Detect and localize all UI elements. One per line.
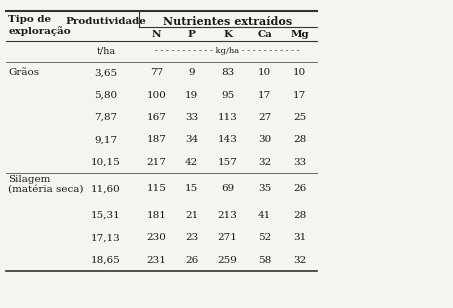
Text: 213: 213 [218,211,237,220]
Text: 69: 69 [221,184,234,193]
Text: 30: 30 [258,135,271,144]
Text: 9,17: 9,17 [95,135,118,144]
Text: Grãos: Grãos [8,68,39,78]
Text: 100: 100 [147,91,167,100]
Text: 217: 217 [147,158,167,167]
Text: 7,87: 7,87 [95,113,118,122]
Text: 230: 230 [147,233,167,242]
Text: 19: 19 [185,91,198,100]
Text: 9: 9 [188,68,195,78]
Text: 17: 17 [293,91,306,100]
Text: 10: 10 [293,68,306,78]
Text: 95: 95 [221,91,234,100]
Text: 231: 231 [147,256,167,265]
Text: - - - - - - - - - - - kg/ha - - - - - - - - - - -: - - - - - - - - - - - kg/ha - - - - - - … [155,47,300,55]
Text: 77: 77 [150,68,164,78]
Text: 113: 113 [218,113,237,122]
Text: 10: 10 [258,68,271,78]
Text: 167: 167 [147,113,167,122]
Text: 42: 42 [185,158,198,167]
Text: 32: 32 [293,256,306,265]
Text: 21: 21 [185,211,198,220]
Text: 33: 33 [293,158,306,167]
Text: 115: 115 [147,184,167,193]
Text: 27: 27 [258,113,271,122]
Text: K: K [223,30,232,39]
Text: Silagem
(matéria seca): Silagem (matéria seca) [8,175,84,194]
Text: 26: 26 [293,184,306,193]
Text: N: N [152,30,161,39]
Text: 5,80: 5,80 [95,91,118,100]
Text: 271: 271 [218,233,237,242]
Text: 11,60: 11,60 [91,184,121,193]
Text: 23: 23 [185,233,198,242]
Text: 52: 52 [258,233,271,242]
Text: 15: 15 [185,184,198,193]
Text: 181: 181 [147,211,167,220]
Text: 33: 33 [185,113,198,122]
Text: 58: 58 [258,256,271,265]
Text: 41: 41 [258,211,271,220]
Text: 143: 143 [218,135,237,144]
Text: 35: 35 [258,184,271,193]
Text: 83: 83 [221,68,234,78]
Text: 15,31: 15,31 [91,211,121,220]
Text: 3,65: 3,65 [95,68,118,78]
Text: 259: 259 [218,256,237,265]
Text: 25: 25 [293,113,306,122]
Text: 157: 157 [218,158,237,167]
Text: 32: 32 [258,158,271,167]
Text: Produtividade: Produtividade [66,17,146,26]
Text: 17,13: 17,13 [91,233,121,242]
Text: 17: 17 [258,91,271,100]
Text: 28: 28 [293,211,306,220]
Text: 26: 26 [185,256,198,265]
Text: 28: 28 [293,135,306,144]
Text: 34: 34 [185,135,198,144]
Text: t/ha: t/ha [96,47,116,56]
Text: Tipo de
exploração: Tipo de exploração [8,15,71,36]
Text: Ca: Ca [257,30,272,39]
Text: 18,65: 18,65 [91,256,121,265]
Text: 10,15: 10,15 [91,158,121,167]
Text: 187: 187 [147,135,167,144]
Text: 31: 31 [293,233,306,242]
Text: Nutrientes extraídos: Nutrientes extraídos [163,16,292,27]
Text: P: P [188,30,196,39]
Text: Mg: Mg [290,30,309,39]
